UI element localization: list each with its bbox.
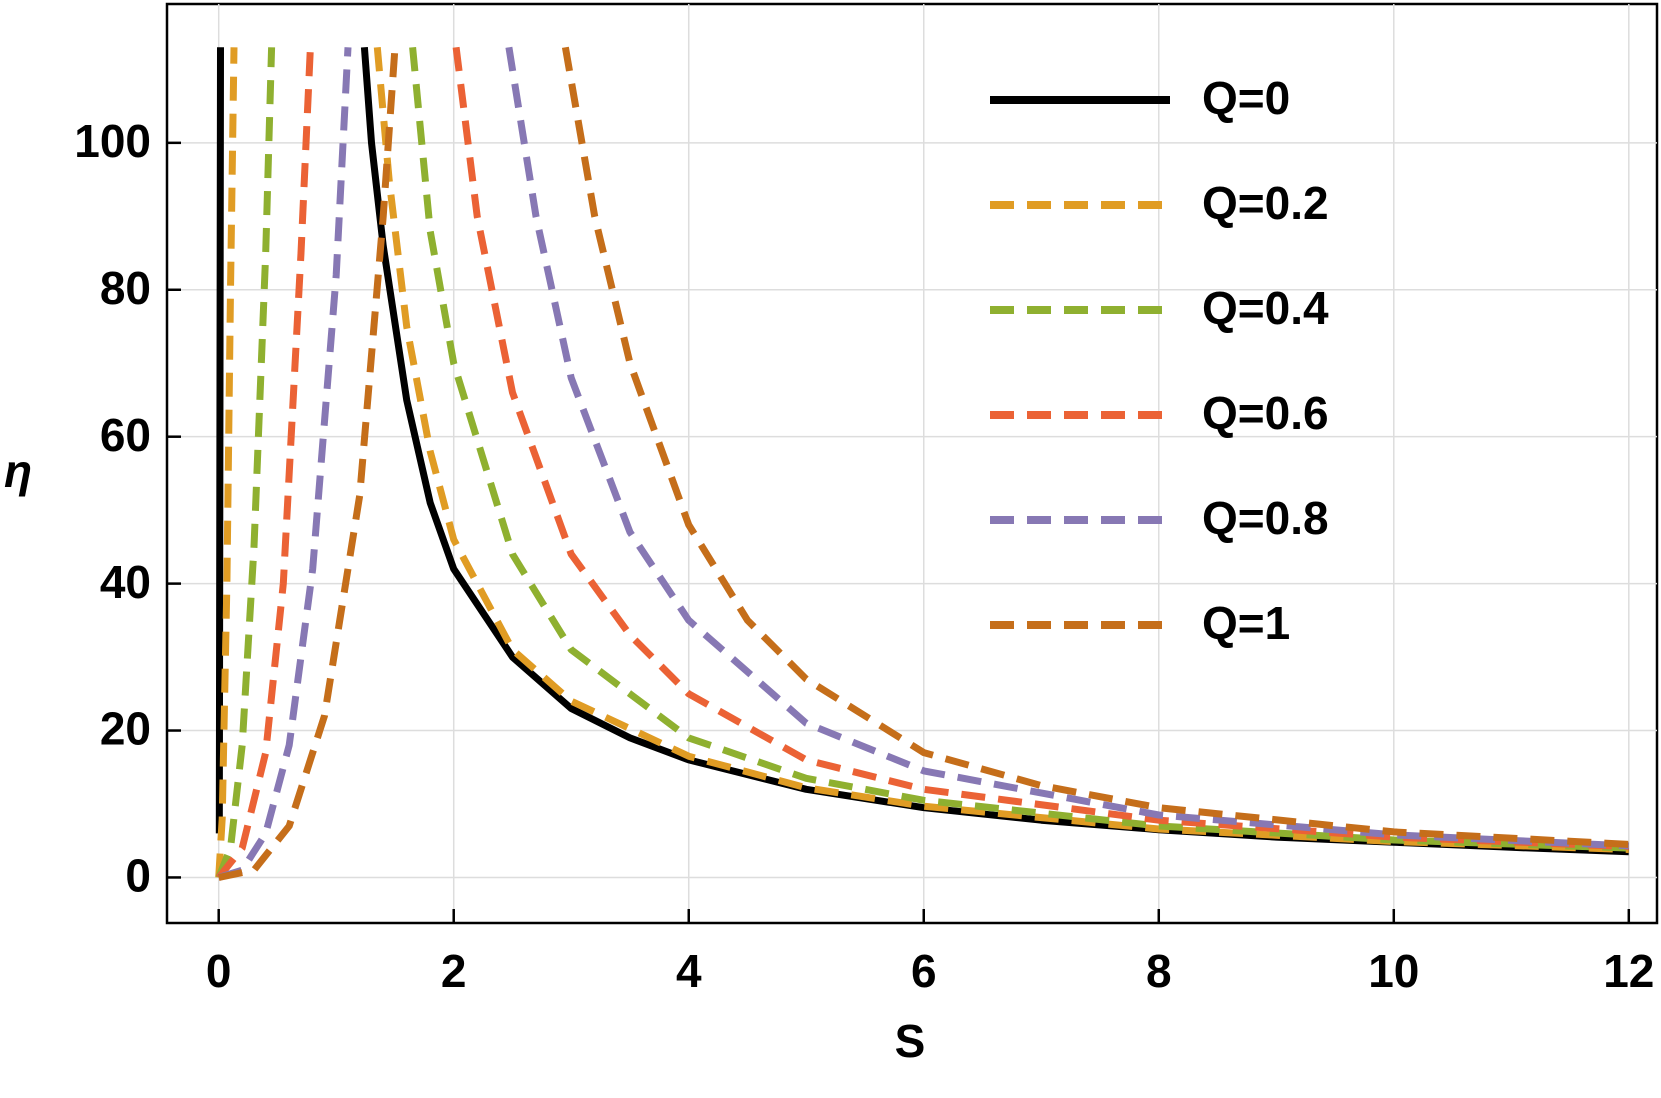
legend-label: Q=0.8 — [1202, 492, 1329, 544]
series-line — [217, 46, 1629, 881]
legend-label: Q=0.2 — [1202, 177, 1329, 229]
y-tick-label: 0 — [125, 850, 151, 902]
y-tick-label: 100 — [74, 115, 151, 167]
x-tick-label: 0 — [206, 945, 232, 997]
plot-frame — [165, 2, 1659, 925]
y-tick-label: 40 — [100, 556, 151, 608]
y-tick-label: 20 — [100, 703, 151, 755]
x-tick-label: 2 — [441, 945, 467, 997]
x-tick-label: 8 — [1146, 945, 1172, 997]
series-line — [215, 46, 1629, 880]
series-line — [215, 46, 1629, 879]
plot-area — [215, 46, 1629, 881]
x-tick-label: 10 — [1368, 945, 1419, 997]
legend-label: Q=0.6 — [1202, 387, 1329, 439]
legend-label: Q=0.4 — [1202, 282, 1329, 334]
legend-label: Q=1 — [1202, 597, 1290, 649]
legend-label: Q=0 — [1202, 72, 1290, 124]
y-axis-label: η — [4, 445, 32, 497]
y-tick-label: 80 — [100, 262, 151, 314]
x-tick-label: 12 — [1603, 945, 1654, 997]
x-tick-label: 6 — [911, 945, 937, 997]
y-tick-label: 60 — [100, 409, 151, 461]
series-line — [217, 46, 1629, 881]
x-axis-label: S — [895, 1015, 926, 1067]
x-tick-label: 4 — [676, 945, 702, 997]
